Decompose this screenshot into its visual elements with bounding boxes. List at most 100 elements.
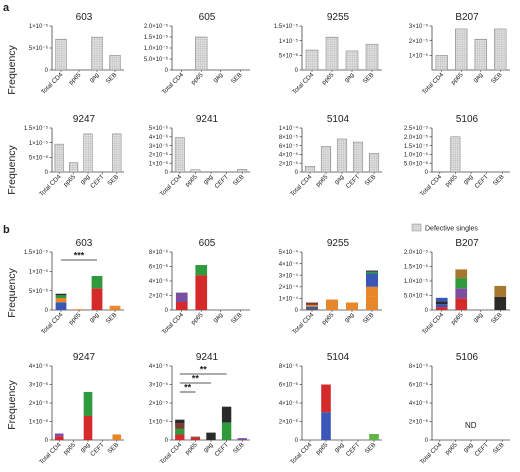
panel-b-9255-xtick-label-gag: gag (343, 311, 356, 324)
panel-a-9241-ytick-label: 3×10⁻⁶ (149, 143, 169, 150)
panel-b-9255-xtick-label-total-cd4: Total CD4 (291, 311, 316, 336)
panel-a-9255-xtick-label-seb: SEB (362, 71, 376, 85)
panel-a-9255: 9255 0 5×10⁻⁶ 1×10⁻⁵ 1.5×10⁻⁵ Total CD4 pp65 ga… (274, 12, 382, 96)
panel-a-5104-bar-gag (336, 138, 348, 173)
ylabel-b-row1: Frequency (6, 267, 18, 317)
panel-a-9241-xtick-label-ceft: CEFT (213, 173, 230, 190)
panel-b-5104-xtick-label-total-cd4: Total CD4 (289, 441, 314, 466)
panel-b-5104-ytick-label: 2×10⁻⁶ (279, 419, 299, 426)
panel-a-605-xtick-label-total-cd4: Total CD4 (161, 71, 186, 96)
panel-a-603-bar-gag (91, 36, 103, 71)
panel-a-9247-title: 9247 (73, 114, 96, 125)
panel-b-5104-bar-pp65-seg-1 (321, 384, 331, 413)
panel-b-9241-xtick-label-ceft: CEFT (213, 441, 230, 458)
panel-b-9241-significance-label: ** (184, 383, 192, 393)
panel-b-605-title: 605 (199, 238, 216, 249)
panel-a-9241-title: 9241 (196, 114, 219, 125)
panel-b-9247-xtick-label-pp65: pp65 (62, 441, 77, 456)
panel-b-9241-bar-total-cd4-seg-1 (175, 428, 185, 435)
panel-b-b207-bar-pp65-seg-0 (455, 298, 468, 310)
panel-a-5104-xtick-label-ceft: CEFT (345, 173, 362, 190)
panel-b-605-bar-total-cd4-seg-0 (175, 302, 188, 310)
legend-swatch (411, 223, 422, 232)
panel-a-9241-ytick-label: 5×10⁻⁶ (149, 125, 169, 132)
panel-b-5104: 5104 0 2×10⁻⁶ 4×10⁻⁶ 6×10⁻⁶ 8×10⁻⁶ Total CD4 pp… (279, 352, 382, 466)
panel-b-5104-ytick-label: 6×10⁻⁶ (279, 382, 299, 389)
panel-b-603-bar-total-cd4-seg-1 (55, 298, 67, 303)
panel-b-5106-ytick-label: 8×10⁻⁶ (409, 363, 429, 370)
panel-b-9255-ytick-label: 3×10⁻⁴ (279, 272, 299, 279)
panel-b-9241-xtick-label-seb: SEB (232, 441, 246, 455)
panel-b-5104-bar-pp65-seg-0 (321, 412, 331, 440)
panel-a-605-title: 605 (199, 12, 216, 23)
panel-b-9255-bar-total-cd4-seg-4 (306, 302, 318, 305)
panel-b-9247: 9247 0 1×10⁻⁶ 2×10⁻⁶ 3×10⁻⁶ 4×10⁻⁶ Total CD4 pp… (29, 352, 124, 466)
panel-b-b207-bar-pp65-seg-2 (455, 278, 468, 289)
panel-a-9247-xtick-label-seb: SEB (106, 173, 120, 187)
panel-a-603-ytick-label: 1×10⁻⁵ (29, 23, 49, 30)
panel-a-605-ytick-label: 0 (165, 68, 169, 74)
panel-a-5106-ytick-label: 2.5×10⁻⁵ (404, 125, 429, 132)
panel-b-b207-bar-pp65-seg-3 (455, 269, 468, 279)
panel-b-605-xtick-label-gag: gag (212, 311, 225, 324)
panel-b-9255-ytick-label: 1×10⁻⁴ (279, 296, 299, 303)
panel-b-9241-title: 9241 (196, 352, 219, 363)
panel-a-5106-ytick-label: 2.0×10⁻⁵ (404, 134, 429, 141)
panel-a-605-ytick-label: 2.0×10⁻⁵ (144, 23, 169, 30)
panel-b-603-bar-gag-seg-0 (91, 288, 103, 310)
panel-b-5106-ytick-label: 2×10⁻⁶ (409, 419, 429, 426)
panel-b-603-bar-total-cd4-seg-3 (55, 293, 67, 296)
panel-a-603: 603 0 5×10⁻⁶ 1×10⁻⁵ Total CD4 pp65 gag SEB (29, 12, 124, 96)
panel-b-9241-ytick-label: 2×10⁻⁵ (149, 400, 169, 407)
panel-a-b207: B207 1×10⁻⁵ 2×10⁻⁵ 3×10⁻⁵ Total CD4 pp65 gag SE… (409, 12, 510, 96)
panel-b-5106: 5106 0 2×10⁻⁶ 4×10⁻⁶ 6×10⁻⁶ 8×10⁻⁶ Total CD4 pp… (409, 352, 510, 466)
panel-a-603-bar-seb (109, 55, 121, 71)
panel-a-9241-xtick-label-pp65: pp65 (184, 173, 199, 188)
panel-b-605-ytick-label: 2×10⁻⁶ (149, 293, 169, 300)
panel-a-5106-ytick-label: 1.0×10⁻⁵ (404, 152, 429, 159)
panel-b-603-xtick-label-total-cd4: Total CD4 (40, 311, 65, 336)
panel-b-603-bar-seb-seg-1 (109, 305, 121, 308)
panel-b-b207-ytick-label: 2.0×10⁻⁵ (404, 249, 429, 256)
panel-b-b207-xtick-label-seb: SEB (490, 311, 504, 325)
panel-b-605-ytick-label: 0 (165, 308, 169, 314)
panel-a-b207-bar-pp65 (455, 28, 468, 71)
panel-b-5106-title: 5106 (456, 352, 479, 363)
panel-b-605-ytick-label: 8×10⁻⁶ (149, 249, 169, 256)
panel-b-9247-xtick-label-total-cd4: Total CD4 (38, 441, 63, 466)
ylabel-a-row2: Frequency (6, 144, 18, 194)
panel-a-9241-ytick-label: 2×10⁻⁶ (149, 152, 169, 159)
panel-a-9255-bar-total-cd4 (305, 49, 319, 71)
panel-b-9247-ytick-label: 3×10⁻⁶ (29, 382, 49, 389)
panel-a-5106-xtick-label-total-cd4: Total CD4 (419, 173, 444, 198)
panel-b-b207-bar-seb-seg-0 (494, 296, 507, 310)
panel-a-9241-ytick-label: 4×10⁻⁶ (149, 134, 169, 141)
panel-a-9255-ytick-label: 0 (295, 68, 299, 74)
panel-b-605: 605 0 2×10⁻⁶ 4×10⁻⁶ 6×10⁻⁶ 8×10⁻⁶ Total CD4 pp6… (149, 238, 250, 336)
panel-b-5106-nd-label: ND (465, 421, 477, 430)
panel-b-603-bar-total-cd4-seg-0 (55, 302, 67, 310)
panel-a-5104-bar-seb (368, 153, 380, 173)
panel-b-9255-bar-total-cd4-seg-0 (306, 309, 318, 311)
panel-b-5106-xtick-label-total-cd4: Total CD4 (419, 441, 444, 466)
panel-a-9247-xtick-label-ceft: CEFT (89, 173, 106, 190)
panel-b-605-bar-pp65-seg-0 (195, 275, 208, 310)
panel-a-605: 605 0 5.0×10⁻⁶ 1.0×10⁻⁵ 1.5×10⁻⁵ 2.0×10⁻⁵ Tota… (144, 12, 250, 96)
panel-b-603-title: 603 (76, 238, 93, 249)
panel-b-5104-ytick-label: 8×10⁻⁶ (279, 363, 299, 370)
panel-b-5104-title: 5104 (327, 352, 350, 363)
panel-a-9247-bar-total-cd4 (54, 143, 64, 173)
panel-a-9241-xtick-label-seb: SEB (232, 173, 246, 187)
panel-b-9255-bar-pp65-seg-0 (326, 299, 338, 310)
panel-a-5104-ytick-label: 4×10⁻⁵ (279, 152, 299, 159)
panel-a-605-ytick-label: 1.5×10⁻⁵ (144, 34, 169, 41)
panel-a-5104-xtick-label-gag: gag (333, 173, 346, 186)
panel-b-605-ytick-label: 4×10⁻⁶ (149, 278, 169, 285)
panel-a-9247-bar-pp65 (69, 162, 79, 173)
panel-a-9255-ytick-label: 5×10⁻⁶ (279, 53, 299, 60)
panel-b-9255-bar-gag-seg-0 (346, 302, 358, 310)
panel-b-605-xtick-label-pp65: pp65 (190, 311, 205, 326)
panel-b-9247-xtick-label-ceft: CEFT (89, 441, 106, 458)
panel-a-5104-title: 5104 (327, 114, 350, 125)
